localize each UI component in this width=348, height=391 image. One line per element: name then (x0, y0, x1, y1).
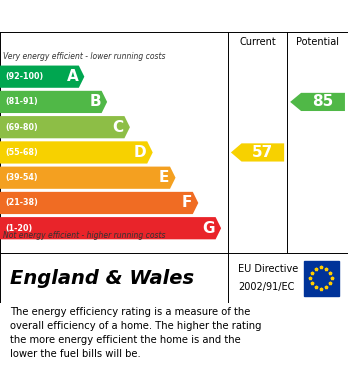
Text: C: C (113, 120, 124, 135)
Polygon shape (0, 167, 175, 189)
Text: EU Directive: EU Directive (238, 264, 299, 274)
Text: (39-54): (39-54) (5, 173, 38, 182)
Text: A: A (66, 69, 78, 84)
Text: F: F (182, 196, 192, 210)
Text: (21-38): (21-38) (5, 199, 38, 208)
Text: (1-20): (1-20) (5, 224, 32, 233)
Polygon shape (0, 116, 130, 138)
Text: B: B (89, 95, 101, 109)
Text: G: G (203, 221, 215, 236)
Text: The energy efficiency rating is a measure of the
overall efficiency of a home. T: The energy efficiency rating is a measur… (10, 307, 262, 359)
Text: 85: 85 (313, 95, 334, 109)
Text: (69-80): (69-80) (5, 123, 38, 132)
Text: (55-68): (55-68) (5, 148, 38, 157)
Polygon shape (0, 91, 107, 113)
Polygon shape (0, 66, 84, 88)
Text: Not energy efficient - higher running costs: Not energy efficient - higher running co… (3, 231, 166, 240)
Text: 57: 57 (252, 145, 274, 160)
Bar (303, 260, 339, 296)
Polygon shape (0, 217, 221, 239)
Polygon shape (0, 141, 153, 163)
Text: 2002/91/EC: 2002/91/EC (238, 282, 295, 292)
Polygon shape (231, 143, 284, 161)
Text: D: D (134, 145, 147, 160)
Polygon shape (0, 192, 198, 214)
Text: England & Wales: England & Wales (10, 269, 195, 287)
Text: Energy Efficiency Rating: Energy Efficiency Rating (10, 9, 220, 23)
Text: (92-100): (92-100) (5, 72, 44, 81)
Polygon shape (290, 93, 345, 111)
Text: E: E (159, 170, 169, 185)
Text: (81-91): (81-91) (5, 97, 38, 106)
Text: Current: Current (239, 37, 276, 47)
Text: Very energy efficient - lower running costs: Very energy efficient - lower running co… (3, 52, 166, 61)
Text: Potential: Potential (296, 37, 339, 47)
